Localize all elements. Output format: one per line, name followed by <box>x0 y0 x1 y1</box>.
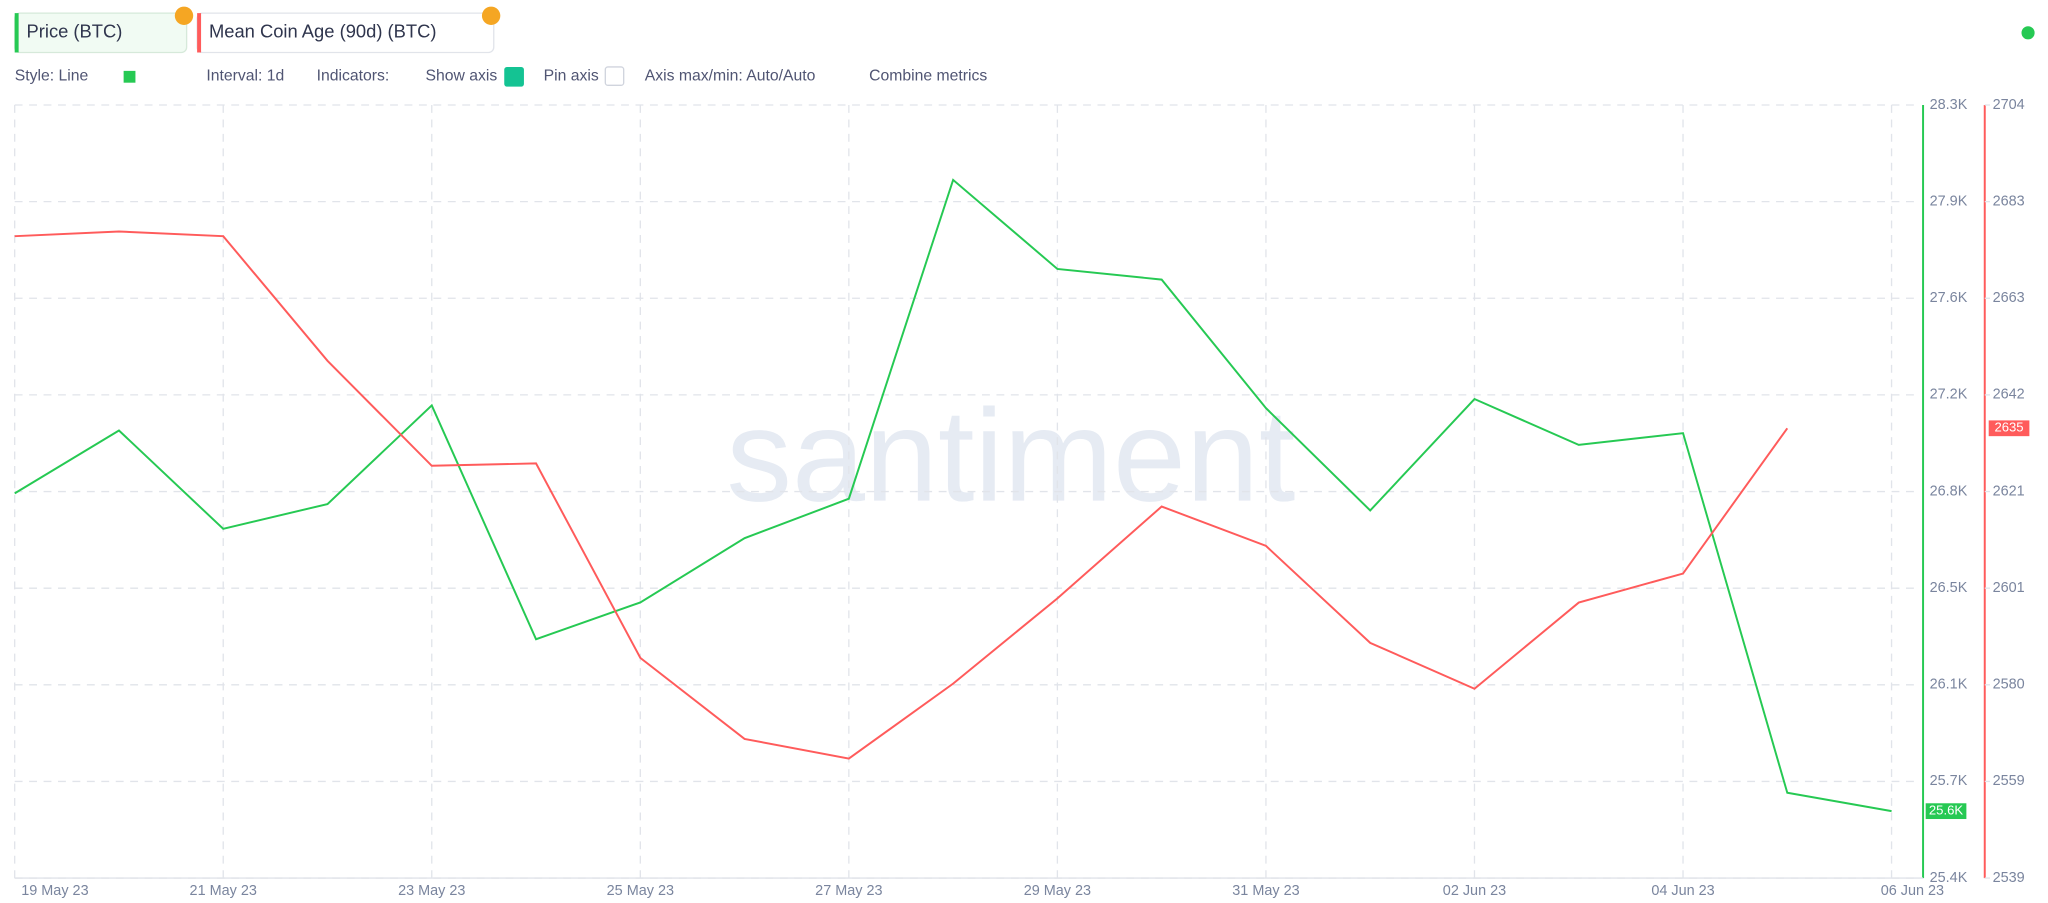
y-tick-label: 26.8K <box>1930 483 1968 499</box>
toolbar-item[interactable]: Indicators: <box>317 67 390 84</box>
y2-tick-label: 2559 <box>1993 773 2025 789</box>
y2-tick-label: 2683 <box>1993 193 2025 209</box>
toolbar-item[interactable]: Style: Line <box>15 67 89 84</box>
y-tick-label: 28.3K <box>1930 97 1968 113</box>
y2-tick-label: 2621 <box>1993 483 2025 499</box>
toolbar-item[interactable]: Combine metrics <box>869 67 987 84</box>
y-tick-label: 26.1K <box>1930 677 1968 693</box>
x-tick-label: 25 May 23 <box>607 883 674 899</box>
y-tick-label: 25.7K <box>1930 773 1968 789</box>
y-tick-label: 27.9K <box>1930 193 1968 209</box>
y-tick-label: 25.4K <box>1930 870 1968 886</box>
color-swatch[interactable] <box>123 70 136 83</box>
tab-accent <box>14 13 19 53</box>
watermark: santiment <box>726 382 1295 529</box>
y2-tick-label: 2539 <box>1993 870 2025 886</box>
tab-label: Price (BTC) <box>27 21 123 42</box>
toolbar-item[interactable]: Pin axis <box>544 67 599 84</box>
tab[interactable]: Price (BTC) <box>14 6 194 54</box>
x-tick-label: 23 May 23 <box>398 883 465 899</box>
last-value-badge <box>1925 803 1967 820</box>
checkbox[interactable] <box>604 66 625 86</box>
toolbar-item[interactable]: Axis max/min: Auto/Auto <box>645 67 816 84</box>
status-dot <box>2021 26 2035 40</box>
x-tick-label: 31 May 23 <box>1232 883 1299 899</box>
line <box>14 230 1789 760</box>
btc-icon <box>174 6 194 25</box>
x-tick-label: 21 May 23 <box>190 883 257 899</box>
y2-tick-label: 2704 <box>1993 97 2025 113</box>
toolbar-item[interactable]: Show axis <box>426 67 498 84</box>
y-tick-label: 27.2K <box>1930 387 1968 403</box>
y-tick-label: 26.5K <box>1930 580 1968 596</box>
x-tick-label: 19 May 23 <box>21 883 88 899</box>
toolbar-item[interactable]: Interval: 1d <box>206 67 284 84</box>
x-tick-label: 04 Jun 23 <box>1651 883 1714 899</box>
y2-tick-label: 2663 <box>1993 290 2025 306</box>
last-value-label: 2635 <box>1994 420 2023 435</box>
x-tick-label: 06 Jun 23 <box>1881 883 1944 899</box>
y2-tick-label: 2642 <box>1993 387 2025 403</box>
x-tick-label: 27 May 23 <box>815 883 882 899</box>
last-value-label: 25.6K <box>1929 803 1964 818</box>
y-tick-label: 27.6K <box>1930 290 1968 306</box>
checkbox[interactable] <box>504 66 524 87</box>
tab-accent <box>197 13 202 53</box>
line <box>14 178 1892 813</box>
y2-tick-label: 2601 <box>1993 580 2025 596</box>
last-value-badge <box>1988 420 2030 437</box>
y2-tick-label: 2580 <box>1993 677 2025 693</box>
tab[interactable]: Mean Coin Age (90d) (BTC) <box>196 6 501 54</box>
tab-label: Mean Coin Age (90d) (BTC) <box>209 21 437 42</box>
btc-icon <box>481 6 501 25</box>
x-tick-label: 02 Jun 23 <box>1443 883 1506 899</box>
x-tick-label: 29 May 23 <box>1024 883 1091 899</box>
